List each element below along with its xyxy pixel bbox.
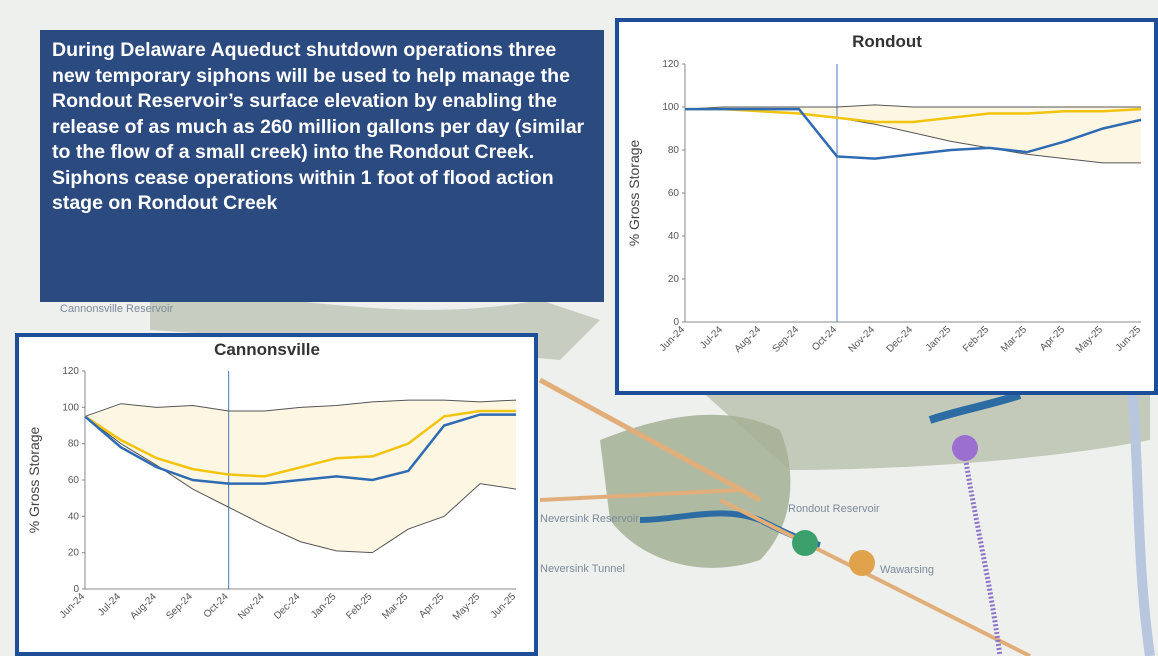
x-tick-label: Feb-25 [344,591,374,621]
map-label: Cannonsville Reservoir [60,303,173,315]
range-band [85,400,516,553]
y-tick-label: 120 [62,366,79,377]
x-tick-label: Jan-25 [924,324,954,354]
x-tick-label: Sep-24 [164,591,195,622]
y-tick-label: 80 [668,145,680,156]
y-axis-label: % Gross Storage [26,426,42,533]
map-label: Neversink Tunnel [540,563,625,575]
series-line [84,409,516,478]
chart: Rondout % Gross Storage 0 20 40 60 80 100 120 Jun… [626,32,1144,356]
x-tick-label: Sep-24 [771,324,802,355]
map-label: Wawarsing [880,564,934,576]
x-tick-label: Oct-24 [810,324,839,353]
y-tick-label: 40 [668,231,680,242]
chart: Cannonsville % Gross Storage 0 20 40 60 80 100 1… [26,340,519,623]
y-tick-label: 120 [662,59,679,70]
x-tick-label: Dec-24 [885,324,916,355]
chart-panel: Cannonsville % Gross Storage 0 20 40 60 80 100 1… [15,333,538,656]
y-tick-label: 60 [68,475,80,486]
x-tick-label: Mar-25 [380,591,410,621]
x-tick-label: Jul-24 [698,324,725,351]
y-tick-label: 100 [662,102,679,113]
x-tick-label: May-25 [1074,324,1106,356]
x-tick-label: Feb-25 [961,324,991,354]
x-tick-label: Aug-24 [733,324,764,355]
x-tick-label: Oct-24 [202,591,231,620]
series-line [84,416,517,554]
x-tick-label: Apr-25 [1038,324,1067,353]
y-tick-label: 20 [668,274,680,285]
map-label: Rondout Reservoir [788,503,880,515]
x-tick-label: Aug-24 [128,591,159,622]
y-tick-label: 80 [68,439,80,450]
y-tick-label: 100 [62,402,79,413]
range-band [685,104,1141,163]
x-tick-label: Jun-24 [58,591,88,621]
chart-panel: Rondout % Gross Storage 0 20 40 60 80 100 120 Jun… [615,18,1158,395]
y-tick-label: 60 [668,188,680,199]
x-tick-label: Apr-25 [417,591,446,620]
x-tick-label: Nov-24 [847,324,878,355]
x-tick-label: Jun-24 [658,324,688,354]
series-line [684,104,1141,110]
series-line [685,107,1142,160]
x-tick-label: Jun-25 [1114,324,1144,354]
series-line [685,107,1142,124]
x-tick-label: Jun-25 [489,591,519,621]
chart-title: Cannonsville [214,340,320,359]
x-tick-label: May-25 [451,591,483,623]
x-tick-label: Jan-25 [309,591,339,621]
map-label: Neversink Reservoir [540,513,639,525]
series-line [84,413,516,485]
callout-text: During Delaware Aqueduct shutdown operat… [40,30,604,302]
x-tick-label: Jul-24 [96,591,123,618]
y-tick-label: 0 [673,317,679,328]
x-tick-label: Dec-24 [272,591,303,622]
chart-title: Rondout [852,32,922,51]
x-tick-label: Nov-24 [236,591,267,622]
series-line [84,399,517,417]
y-tick-label: 40 [68,511,80,522]
y-tick-label: 20 [68,548,80,559]
y-tick-label: 0 [73,584,79,595]
y-axis-label: % Gross Storage [626,139,642,246]
x-tick-label: Mar-25 [999,324,1029,354]
